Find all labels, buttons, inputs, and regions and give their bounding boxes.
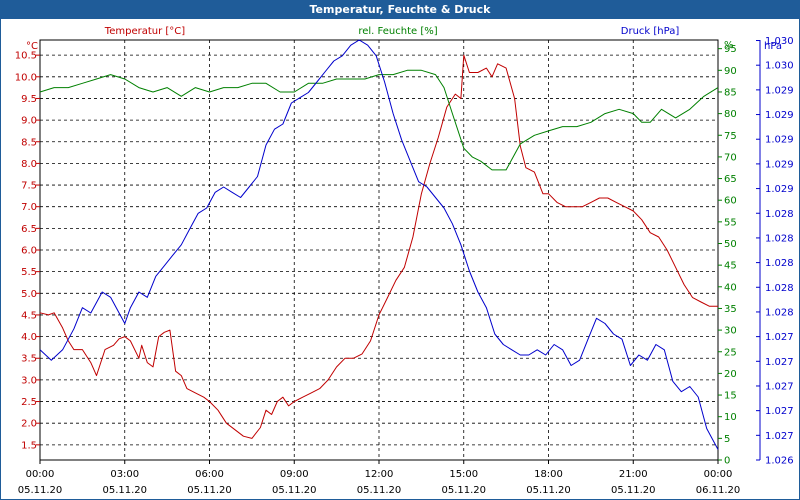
humidity-tick-label: 60 [724, 196, 737, 207]
humidity-tick-label: 5 [724, 434, 730, 445]
time-tick-label: 21:00 [619, 469, 648, 480]
humidity-tick-label: 30 [724, 326, 737, 337]
humidity-tick-label: 55 [724, 217, 737, 228]
temperature-series-line [39, 54, 718, 439]
date-tick-label: 05.11.20 [611, 485, 656, 496]
humidity-tick-label: 80 [724, 109, 737, 120]
pressure-tick-label: 1.028 [765, 233, 794, 244]
date-tick-label: 05.11.20 [526, 485, 571, 496]
humidity-tick-label: 85 [724, 87, 737, 98]
humidity-tick-label: 20 [724, 369, 737, 380]
humidity-tick-label: 15 [724, 391, 737, 402]
date-tick-label: 05.11.20 [441, 485, 486, 496]
time-tick-label: 03:00 [110, 469, 139, 480]
pressure-tick-label: 1.028 [765, 209, 794, 220]
humidity-tick-label: 95 [724, 44, 737, 55]
pressure-tick-label: 1.030 [765, 36, 794, 47]
temperature-tick-label: 10.5 [15, 51, 37, 62]
pressure-axis-title: Druck [hPa] [621, 26, 680, 37]
temperature-tick-label: 2.0 [21, 419, 37, 430]
humidity-tick-label: 70 [724, 152, 737, 163]
date-tick-label: 05.11.20 [102, 485, 147, 496]
grid-lines [40, 40, 718, 460]
temperature-axis-title: Temperatur [°C] [104, 26, 185, 37]
pressure-tick-label: 1.027 [765, 332, 794, 343]
pressure-tick-label: 1.028 [765, 283, 794, 294]
pressure-tick-label: 1.029 [765, 159, 794, 170]
humidity-tick-label: 75 [724, 131, 737, 142]
humidity-tick-label: 40 [724, 282, 737, 293]
humidity-axis-title: rel. Feuchte [%] [358, 26, 437, 37]
time-tick-label: 00:00 [26, 469, 55, 480]
temperature-axis: 1.5 2.0 2.5 3.0 3.5 4.0 4.5 5.0 5.5 6.0 6.5 7.0 7.5 8… [15, 51, 40, 451]
temperature-tick-label: 6.5 [21, 224, 37, 235]
temperature-tick-label: 9.0 [21, 116, 37, 127]
window-title: Temperatur, Feuchte & Druck [1, 1, 799, 19]
date-tick-label: 05.11.20 [272, 485, 317, 496]
humidity-tick-label: 10 [724, 412, 737, 423]
humidity-unit-label: % [724, 40, 734, 51]
pressure-unit-label: hPa [764, 41, 782, 52]
pressure-tick-label: 1.028 [765, 258, 794, 269]
temperature-tick-label: 7.0 [21, 202, 37, 213]
pressure-tick-label: 1.030 [765, 61, 794, 72]
pressure-tick-label: 1.029 [765, 135, 794, 146]
pressure-tick-label: 1.029 [765, 110, 794, 121]
temperature-tick-label: 8.5 [21, 137, 37, 148]
date-tick-label: 05.11.20 [18, 485, 63, 496]
temperature-tick-label: 2.5 [21, 397, 37, 408]
temperature-tick-label: 3.5 [21, 354, 37, 365]
time-axis: 00:00 05.11.20 03:00 05.11.20 06:00 05.11.20 0… [18, 460, 741, 496]
humidity-tick-label: 90 [724, 66, 737, 77]
humidity-tick-label: 45 [724, 261, 737, 272]
date-tick-label: 06.11.20 [696, 485, 741, 496]
time-tick-label: 09:00 [280, 469, 309, 480]
pressure-tick-label: 1.027 [765, 406, 794, 417]
temperature-tick-label: 4.0 [21, 332, 37, 343]
temperature-unit-label: °C [26, 41, 38, 52]
pressure-tick-label: 1.028 [765, 307, 794, 318]
humidity-tick-label: 0 [724, 456, 730, 467]
time-tick-label: 15:00 [449, 469, 478, 480]
temperature-tick-label: 10.0 [15, 72, 37, 83]
pressure-tick-label: 1.027 [765, 357, 794, 368]
pressure-tick-label: 1.027 [765, 431, 794, 442]
time-tick-label: 00:00 [704, 469, 733, 480]
temperature-tick-label: 8.0 [21, 159, 37, 170]
humidity-tick-label: 35 [724, 304, 737, 315]
pressure-tick-label: 1.026 [765, 456, 794, 467]
date-tick-label: 05.11.20 [187, 485, 232, 496]
temperature-tick-label: 7.5 [21, 181, 37, 192]
humidity-tick-label: 50 [724, 239, 737, 250]
pressure-series-line [39, 39, 719, 450]
humidity-tick-label: 65 [724, 174, 737, 185]
pressure-tick-label: 1.027 [765, 381, 794, 392]
pressure-tick-label: 1.029 [765, 184, 794, 195]
temperature-tick-label: 9.5 [21, 94, 37, 105]
humidity-tick-label: 25 [724, 347, 737, 358]
time-tick-label: 12:00 [365, 469, 394, 480]
temperature-tick-label: 5.0 [21, 289, 37, 300]
series-layer [39, 39, 719, 450]
temperature-tick-label: 4.5 [21, 310, 37, 321]
humidity-axis: 0 5 10 15 20 25 30 35 40 45 50 55 60 65 70 75 80 85 90 95 [718, 44, 737, 467]
pressure-axis: 1.026 1.027 1.027 1.027 1.027 1.027 1.028 1.028… [756, 36, 794, 467]
time-tick-label: 06:00 [195, 469, 224, 480]
time-tick-label: 18:00 [534, 469, 563, 480]
temperature-tick-label: 3.0 [21, 375, 37, 386]
pressure-tick-label: 1.029 [765, 85, 794, 96]
date-tick-label: 05.11.20 [357, 485, 402, 496]
temperature-tick-label: 6.0 [21, 246, 37, 257]
humidity-series-line [39, 69, 719, 171]
temperature-tick-label: 1.5 [21, 440, 37, 451]
temperature-tick-label: 5.5 [21, 267, 37, 278]
